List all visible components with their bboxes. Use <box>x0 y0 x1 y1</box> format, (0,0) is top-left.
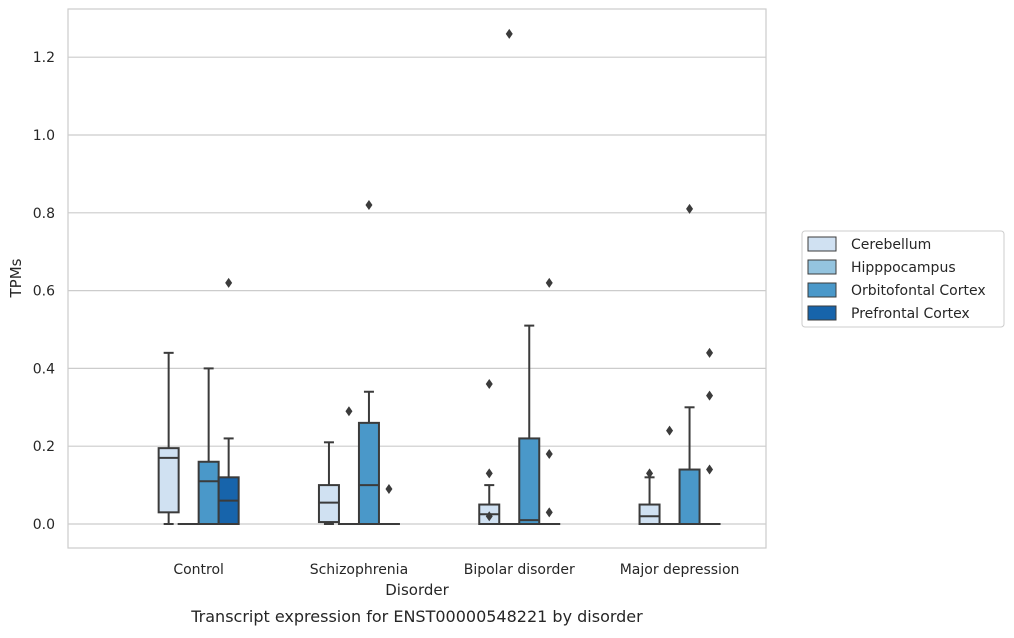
box <box>359 423 379 524</box>
box <box>519 438 539 524</box>
y-tick-label: 1.2 <box>33 50 55 66</box>
legend-label: Prefrontal Cortex <box>851 306 970 322</box>
legend-swatch <box>808 260 836 274</box>
x-tick-label: Control <box>173 562 224 578</box>
box <box>199 462 219 524</box>
y-axis-label: TPMs <box>7 258 25 298</box>
x-axis-label: Disorder <box>385 581 449 599</box>
y-tick-label: 0.2 <box>33 439 55 455</box>
x-tick-labels: Control Schizophrenia Bipolar disorder Majo… <box>173 562 739 578</box>
legend: Cerebellum Hipppocampus Orbitofontal Corte… <box>802 231 1004 327</box>
y-tick-labels: 0.0 0.2 0.4 0.6 0.8 1.0 1.2 <box>33 50 55 533</box>
y-tick-label: 0.0 <box>33 517 55 533</box>
y-tick-label: 0.6 <box>33 284 55 300</box>
y-tick-label: 1.0 <box>33 128 55 144</box>
legend-swatch <box>808 306 836 320</box>
y-tick-label: 0.8 <box>33 206 55 222</box>
legend-swatch <box>808 237 836 251</box>
figure-caption: Transcript expression for ENST0000054822… <box>190 607 643 626</box>
legend-label: Orbitofontal Cortex <box>851 283 986 299</box>
x-tick-label: Major depression <box>620 562 740 578</box>
legend-label: Hipppocampus <box>851 260 956 276</box>
legend-label: Cerebellum <box>851 237 931 253</box>
box <box>680 470 700 524</box>
box <box>640 505 660 524</box>
x-tick-label: Schizophrenia <box>310 562 408 578</box>
y-tick-label: 0.4 <box>33 361 55 377</box>
legend-swatch <box>808 283 836 297</box>
x-tick-label: Bipolar disorder <box>464 562 575 578</box>
